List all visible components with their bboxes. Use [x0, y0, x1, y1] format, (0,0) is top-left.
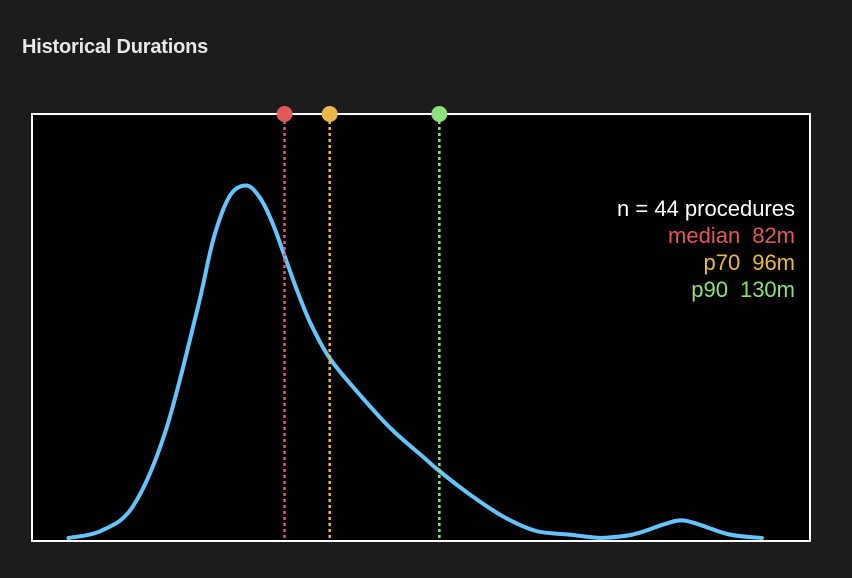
panel-title: Historical Durations [22, 36, 209, 58]
chart-legend: n = 44 procedures median 82m p70 96m p90 13… [617, 195, 795, 303]
legend-label-median: median [668, 223, 741, 248]
legend-row-p90: p90 130m [617, 276, 795, 303]
chart-frame [31, 113, 811, 542]
legend-sample-count: n = 44 procedures [617, 196, 795, 221]
legend-label-p90: p90 [691, 277, 728, 302]
legend-value-p90: 130m [739, 277, 795, 302]
legend-row-p70: p70 96m [617, 249, 795, 276]
legend-label-p70: p70 [703, 250, 741, 275]
legend-row-median: median 82m [617, 222, 795, 249]
marker-handle-median[interactable] [276, 106, 293, 122]
marker-handle-p90[interactable] [431, 106, 448, 122]
legend-value-median: 82m [752, 223, 795, 248]
legend-value-p70: 96m [752, 250, 795, 275]
density-curve [66, 183, 764, 540]
marker-handle-p70[interactable] [321, 106, 338, 122]
